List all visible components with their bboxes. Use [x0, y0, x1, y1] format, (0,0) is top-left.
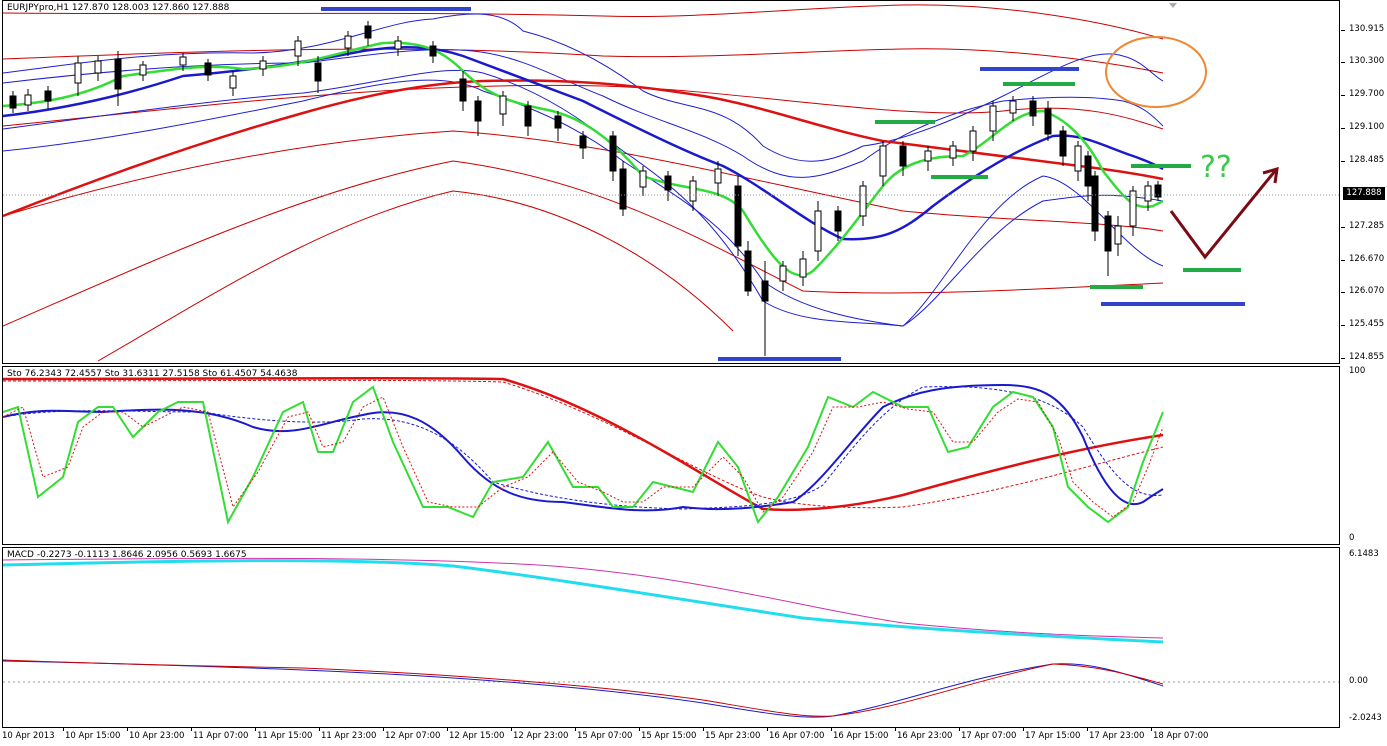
sto-scale-top: 100: [1349, 366, 1366, 376]
bollinger-lower-2: [3, 69, 1164, 327]
price-tick: 125.455: [1349, 319, 1385, 329]
envelope-upper-inner: [3, 84, 1164, 130]
sto-mid-blue: [3, 383, 1164, 512]
stochastic-scale: 100 0: [1341, 366, 1387, 545]
macd-magenta-line: [3, 557, 1164, 639]
candlesticks: [9, 21, 1162, 356]
time-tick: 17 Apr 07:00: [961, 731, 1017, 741]
chart-title: EURJPYpro,H1 127.870 128.003 127.860 127…: [7, 3, 230, 13]
price-tick: 130.915: [1349, 24, 1385, 34]
sto-fast-green: [3, 385, 1164, 525]
price-tick: 124.855: [1349, 352, 1385, 362]
ma-red: [3, 79, 1164, 218]
time-tick: 12 Apr 15:00: [449, 731, 505, 741]
macd-main-blue: [3, 660, 1164, 718]
support-resistance-lines: [321, 7, 1245, 361]
time-tick: 12 Apr 07:00: [385, 731, 441, 741]
price-scale: 130.915 130.300 129.700 129.100 128.485 …: [1341, 0, 1387, 364]
time-tick: 15 Apr 07:00: [577, 731, 633, 741]
projection-arrow: [1169, 166, 1279, 260]
macd-scale-top: 6.1483: [1349, 549, 1379, 559]
time-tick: 10 Apr 15:00: [65, 731, 121, 741]
time-tick: 11 Apr 07:00: [193, 731, 249, 741]
macd-scale-bottom: -2.0243: [1349, 713, 1382, 723]
shift-marker-icon: [1169, 3, 1177, 8]
stochastic-chart: [3, 376, 1164, 525]
price-chart: [3, 3, 1339, 362]
price-tick: 129.700: [1349, 89, 1385, 99]
envelope-upper-mid: [3, 48, 1164, 74]
price-chart-pane[interactable]: EURJPYpro,H1 127.870 128.003 127.860 127…: [2, 0, 1340, 364]
price-tick: 127.285: [1349, 221, 1385, 231]
envelope-lower-outer: [97, 190, 734, 362]
macd-chart: [3, 557, 1339, 718]
ma-green: [3, 41, 1164, 277]
price-tick: 126.670: [1349, 254, 1385, 264]
sto-slow-red-signal: [3, 379, 1164, 509]
price-tick: 128.485: [1349, 155, 1385, 165]
macd-scale: 6.1483 0.00 -2.0243: [1341, 547, 1387, 728]
macd-cyan-line: [3, 559, 1164, 644]
time-tick: 10 Apr 2013: [2, 731, 55, 741]
macd-scale-zero: 0.00: [1349, 676, 1368, 686]
macd-title: MACD -0.2273 -0.1113 1.8646 2.0956 0.569…: [7, 550, 247, 560]
sto-fast-green-signal: [3, 396, 1164, 518]
highlight-circle: [1105, 36, 1207, 108]
sto-slow-red: [3, 376, 1164, 512]
time-tick: 16 Apr 07:00: [769, 731, 825, 741]
time-tick: 16 Apr 23:00: [897, 731, 953, 741]
time-tick: 15 Apr 23:00: [705, 731, 761, 741]
price-tick: 129.100: [1349, 122, 1385, 132]
time-tick: 17 Apr 23:00: [1089, 731, 1145, 741]
time-tick: 17 Apr 15:00: [1025, 731, 1081, 741]
current-price-label: 127.888: [1343, 187, 1385, 200]
envelope-upper-outer: [3, 4, 1164, 40]
time-tick: 18 Apr 07:00: [1153, 731, 1209, 741]
sto-scale-bottom: 0: [1349, 533, 1355, 543]
time-tick: 12 Apr 23:00: [513, 731, 569, 741]
time-tick: 10 Apr 23:00: [129, 731, 185, 741]
bollinger-lower: [3, 79, 1164, 327]
time-tick: 11 Apr 15:00: [257, 731, 313, 741]
price-tick: 130.300: [1349, 56, 1385, 66]
time-tick: 16 Apr 15:00: [833, 731, 889, 741]
price-tick: 126.070: [1349, 286, 1385, 296]
macd-pane[interactable]: MACD -0.2273 -0.1113 1.8646 2.0956 0.569…: [2, 547, 1340, 728]
time-axis: 10 Apr 2013 10 Apr 15:00 10 Apr 23:00 11…: [2, 728, 1340, 746]
stochastic-pane[interactable]: Sto 76.2343 72.4557 Sto 31.6311 27.5158 …: [2, 366, 1340, 545]
time-tick: 15 Apr 15:00: [641, 731, 697, 741]
stochastic-title: Sto 76.2343 72.4557 Sto 31.6311 27.5158 …: [7, 369, 298, 379]
envelope-lower-mid: [3, 160, 1164, 327]
macd-signal-red: [3, 659, 1164, 717]
time-tick: 11 Apr 23:00: [321, 731, 377, 741]
question-annotation: ??: [1200, 150, 1232, 185]
